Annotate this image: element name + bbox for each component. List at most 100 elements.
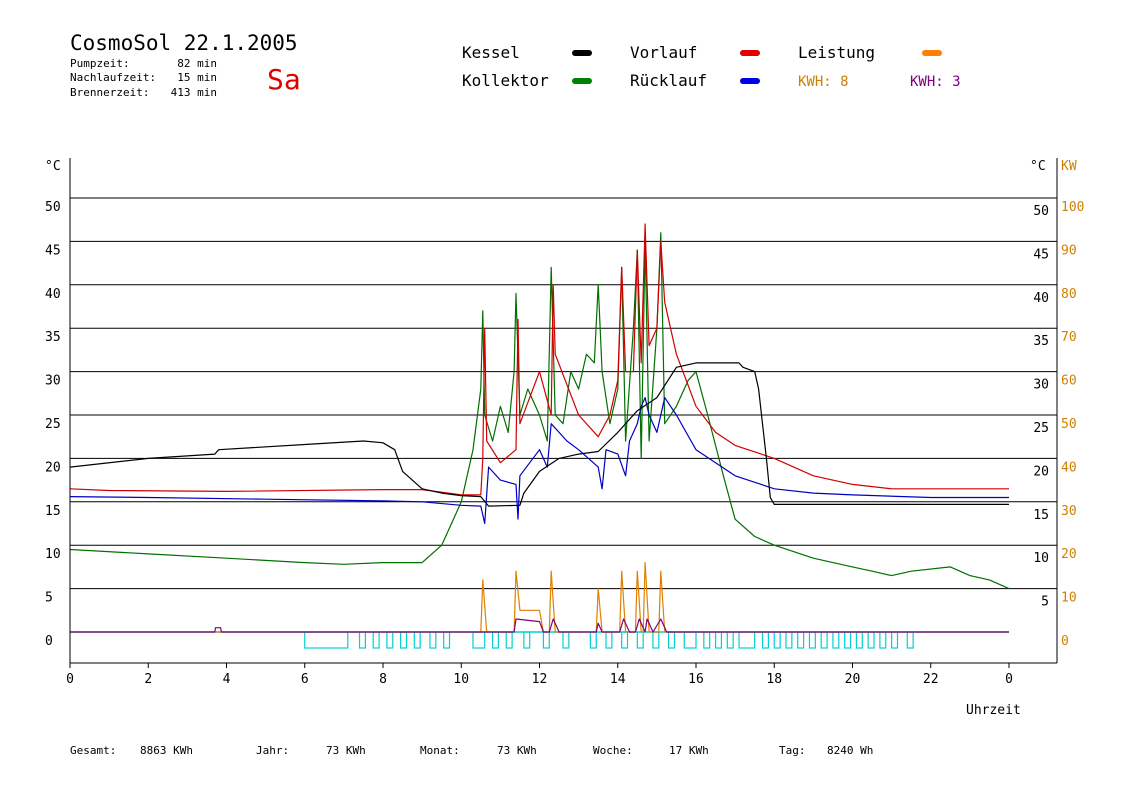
y-tick-right-power-label: 70 (1061, 330, 1077, 345)
pump-block (304, 631, 349, 649)
pump-block (400, 631, 408, 649)
y-tick-right-power-label: 10 (1061, 591, 1077, 606)
day-label: Sa (267, 63, 301, 96)
series-kollektor-line (69, 232, 1010, 590)
pump-block (562, 631, 570, 649)
footer-woche-label: Woche: (593, 744, 633, 757)
pump-block (726, 631, 734, 649)
footer-jahr-label: Jahr: (256, 744, 289, 757)
stat-brennerzeit-value: 413 min (171, 86, 217, 99)
y-tick-left-label: 50 (45, 200, 61, 215)
legend-kollektor-label: Kollektor (462, 71, 549, 90)
y-tick-right-temp-label: 35 (1033, 334, 1049, 349)
y-tick-right-temp-label: 10 (1033, 551, 1049, 566)
y-tick-right-power-label: 60 (1061, 374, 1077, 389)
pump-block (505, 631, 513, 649)
y-tick-left-label: 15 (45, 504, 61, 519)
y-tick-right-temp-label: 45 (1033, 247, 1049, 262)
kwh-leistung-label: KWH: 8 (798, 74, 849, 90)
grid-lines (70, 197, 1057, 590)
footer-tag-label: Tag: (779, 744, 806, 757)
pump-block (879, 631, 887, 649)
x-tick-label: 18 (766, 672, 782, 687)
pump-block (605, 631, 613, 649)
stat-nachlaufzeit-value: 15 min (177, 71, 217, 84)
y-tick-right-temp-label: 30 (1033, 378, 1049, 393)
legend-leistung-label: Leistung (798, 43, 875, 62)
axes (69, 158, 1058, 668)
legend-kollektor-swatch (572, 78, 592, 84)
y-tick-right-temp-label: 5 (1041, 595, 1049, 610)
pump-block (443, 631, 451, 649)
x-tick-label: 6 (301, 672, 309, 687)
series-ruecklauf-line (69, 397, 1009, 525)
pump-block (773, 631, 781, 649)
y-tick-right-power-label: 40 (1061, 460, 1077, 475)
y-tick-left-label: 35 (45, 330, 61, 345)
footer-monat-label: Monat: (420, 744, 460, 757)
y-axis-right-temp-unit: °C (1030, 159, 1046, 174)
y-tick-left-label: 0 (45, 634, 53, 649)
x-tick-label: 22 (923, 672, 939, 687)
x-tick-label: 12 (532, 672, 548, 687)
pump-block (668, 631, 676, 649)
y-tick-right-power-label: 30 (1061, 504, 1077, 519)
pump-block (891, 631, 899, 649)
pump-block (714, 631, 723, 649)
y-tick-left-label: 5 (45, 591, 53, 606)
stat-pumpzeit-value: 82 min (177, 57, 217, 70)
legend-vorlauf-label: Vorlauf (630, 43, 697, 62)
y-tick-right-temp-label: 25 (1033, 421, 1049, 436)
y-tick-right-power-label: 20 (1061, 547, 1077, 562)
pump-block (621, 631, 629, 649)
legend-kessel-label: Kessel (462, 43, 520, 62)
y-tick-right-power-label: 90 (1061, 243, 1077, 258)
pump-block (652, 631, 660, 649)
x-tick-label: 10 (453, 672, 469, 687)
x-tick-label: 16 (688, 672, 704, 687)
x-tick-label: 2 (144, 672, 152, 687)
pump-block (472, 631, 486, 649)
pump-block (636, 631, 644, 649)
pump-block (413, 631, 421, 649)
pump-block (808, 631, 816, 649)
series-lines (69, 223, 1010, 633)
pump-block (358, 631, 366, 649)
pump-block (832, 631, 840, 649)
legend-kessel-swatch (572, 50, 592, 56)
stat-brennerzeit-label: Brennerzeit: (70, 86, 149, 99)
x-tick-label: 0 (66, 672, 74, 687)
pump-block (703, 631, 711, 649)
stat-pumpzeit-label: Pumpzeit: (70, 57, 130, 70)
pump-block (523, 631, 531, 649)
x-axis-label: Uhrzeit (966, 703, 1021, 718)
y-tick-right-temp-label: 50 (1033, 204, 1049, 219)
pump-block (761, 631, 769, 649)
y-tick-left-label: 20 (45, 460, 61, 475)
kwh-second-label: KWH: 3 (910, 74, 961, 90)
y-tick-left-label: 30 (45, 374, 61, 389)
pump-block (820, 631, 828, 649)
footer-jahr-value: 73 KWh (326, 744, 366, 757)
series-leistung-line (70, 561, 1009, 633)
y-tick-left-label: 40 (45, 287, 61, 302)
x-tick-label: 4 (223, 672, 231, 687)
y-axis-right-power-unit: KW (1061, 159, 1077, 174)
pump-block (855, 631, 863, 649)
y-tick-right-temp-label: 15 (1033, 508, 1049, 523)
x-tick-label: 14 (610, 672, 626, 687)
x-tick-label: 8 (379, 672, 387, 687)
pump-block (372, 631, 380, 649)
tick-labels: 0 2 4 6 8 10 12 14 16 18 20 22 0 0 5 10 15 20 25 30 35 40 45 50… (45, 200, 1084, 687)
y-tick-right-power-label: 50 (1061, 417, 1077, 432)
x-tick-label: 0 (1005, 672, 1013, 687)
pump-block (867, 631, 875, 649)
stat-nachlaufzeit-label: Nachlaufzeit: (70, 71, 156, 84)
pump-block (386, 631, 394, 649)
pump-block (785, 631, 793, 649)
x-tick-label: 20 (845, 672, 861, 687)
pump-block (491, 631, 500, 649)
series-vorlauf-line (69, 223, 1009, 496)
pump-block (542, 631, 550, 649)
